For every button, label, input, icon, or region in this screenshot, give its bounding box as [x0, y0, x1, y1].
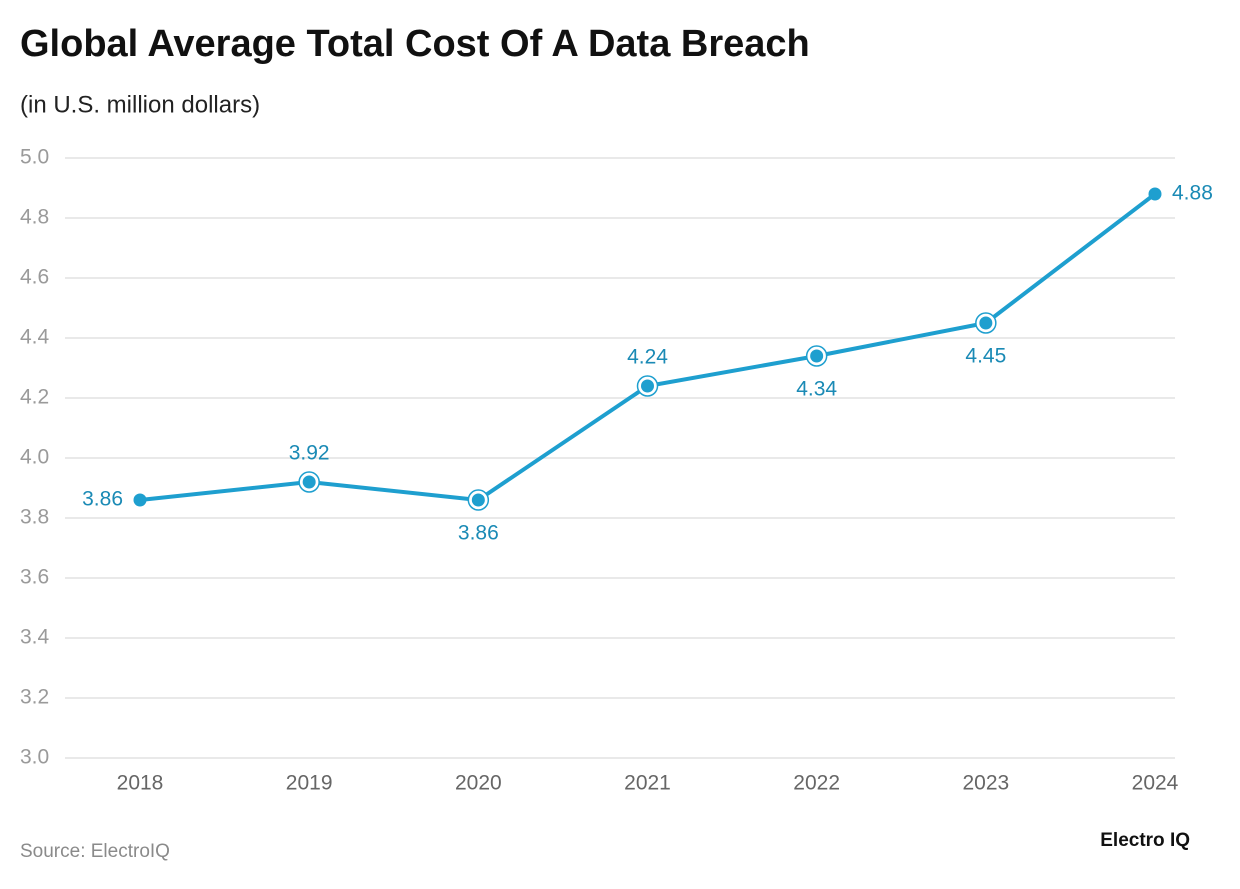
point [641, 379, 654, 393]
point [1148, 187, 1162, 201]
y-tick-label: 3.6 [20, 566, 49, 589]
chart-subtitle: (in U.S. million dollars) [20, 91, 260, 118]
value-label: 3.92 [289, 442, 330, 465]
y-tick-label: 3.4 [20, 626, 50, 649]
y-tick-label: 4.8 [20, 206, 49, 229]
y-tick-label: 5.0 [20, 146, 49, 169]
y-tick-label: 4.4 [20, 326, 50, 349]
x-tick-label: 2023 [962, 772, 1009, 795]
point [979, 316, 993, 330]
chart-title: Global Average Total Cost Of A Data Brea… [20, 23, 810, 65]
source: Source: ElectroIQ [20, 841, 170, 862]
y-tick-label: 4.0 [20, 446, 49, 469]
value-label: 4.24 [627, 346, 668, 369]
x-tick-label: 2024 [1132, 772, 1179, 795]
y-tick-label: 3.2 [20, 686, 49, 709]
y-tick-label: 4.2 [20, 386, 49, 409]
value-label: 4.88 [1172, 182, 1213, 205]
x-tick-label: 2021 [624, 772, 671, 795]
value-label: 3.86 [82, 488, 123, 511]
point [810, 349, 824, 363]
logo: Electro IQ [1100, 830, 1190, 851]
x-tick-label: 2018 [117, 772, 164, 795]
x-tick-label: 2019 [286, 772, 333, 795]
x-tick-label: 2022 [793, 772, 840, 795]
point [133, 493, 147, 507]
y-tick-label: 4.6 [20, 266, 49, 289]
point [302, 475, 316, 489]
value-label: 4.34 [796, 378, 837, 401]
y-tick-label: 3.8 [20, 506, 49, 529]
value-label: 4.45 [965, 345, 1006, 368]
y-tick-label: 3.0 [20, 746, 49, 769]
value-label: 3.86 [458, 522, 499, 545]
x-tick-label: 2020 [455, 772, 502, 795]
point [471, 493, 485, 507]
